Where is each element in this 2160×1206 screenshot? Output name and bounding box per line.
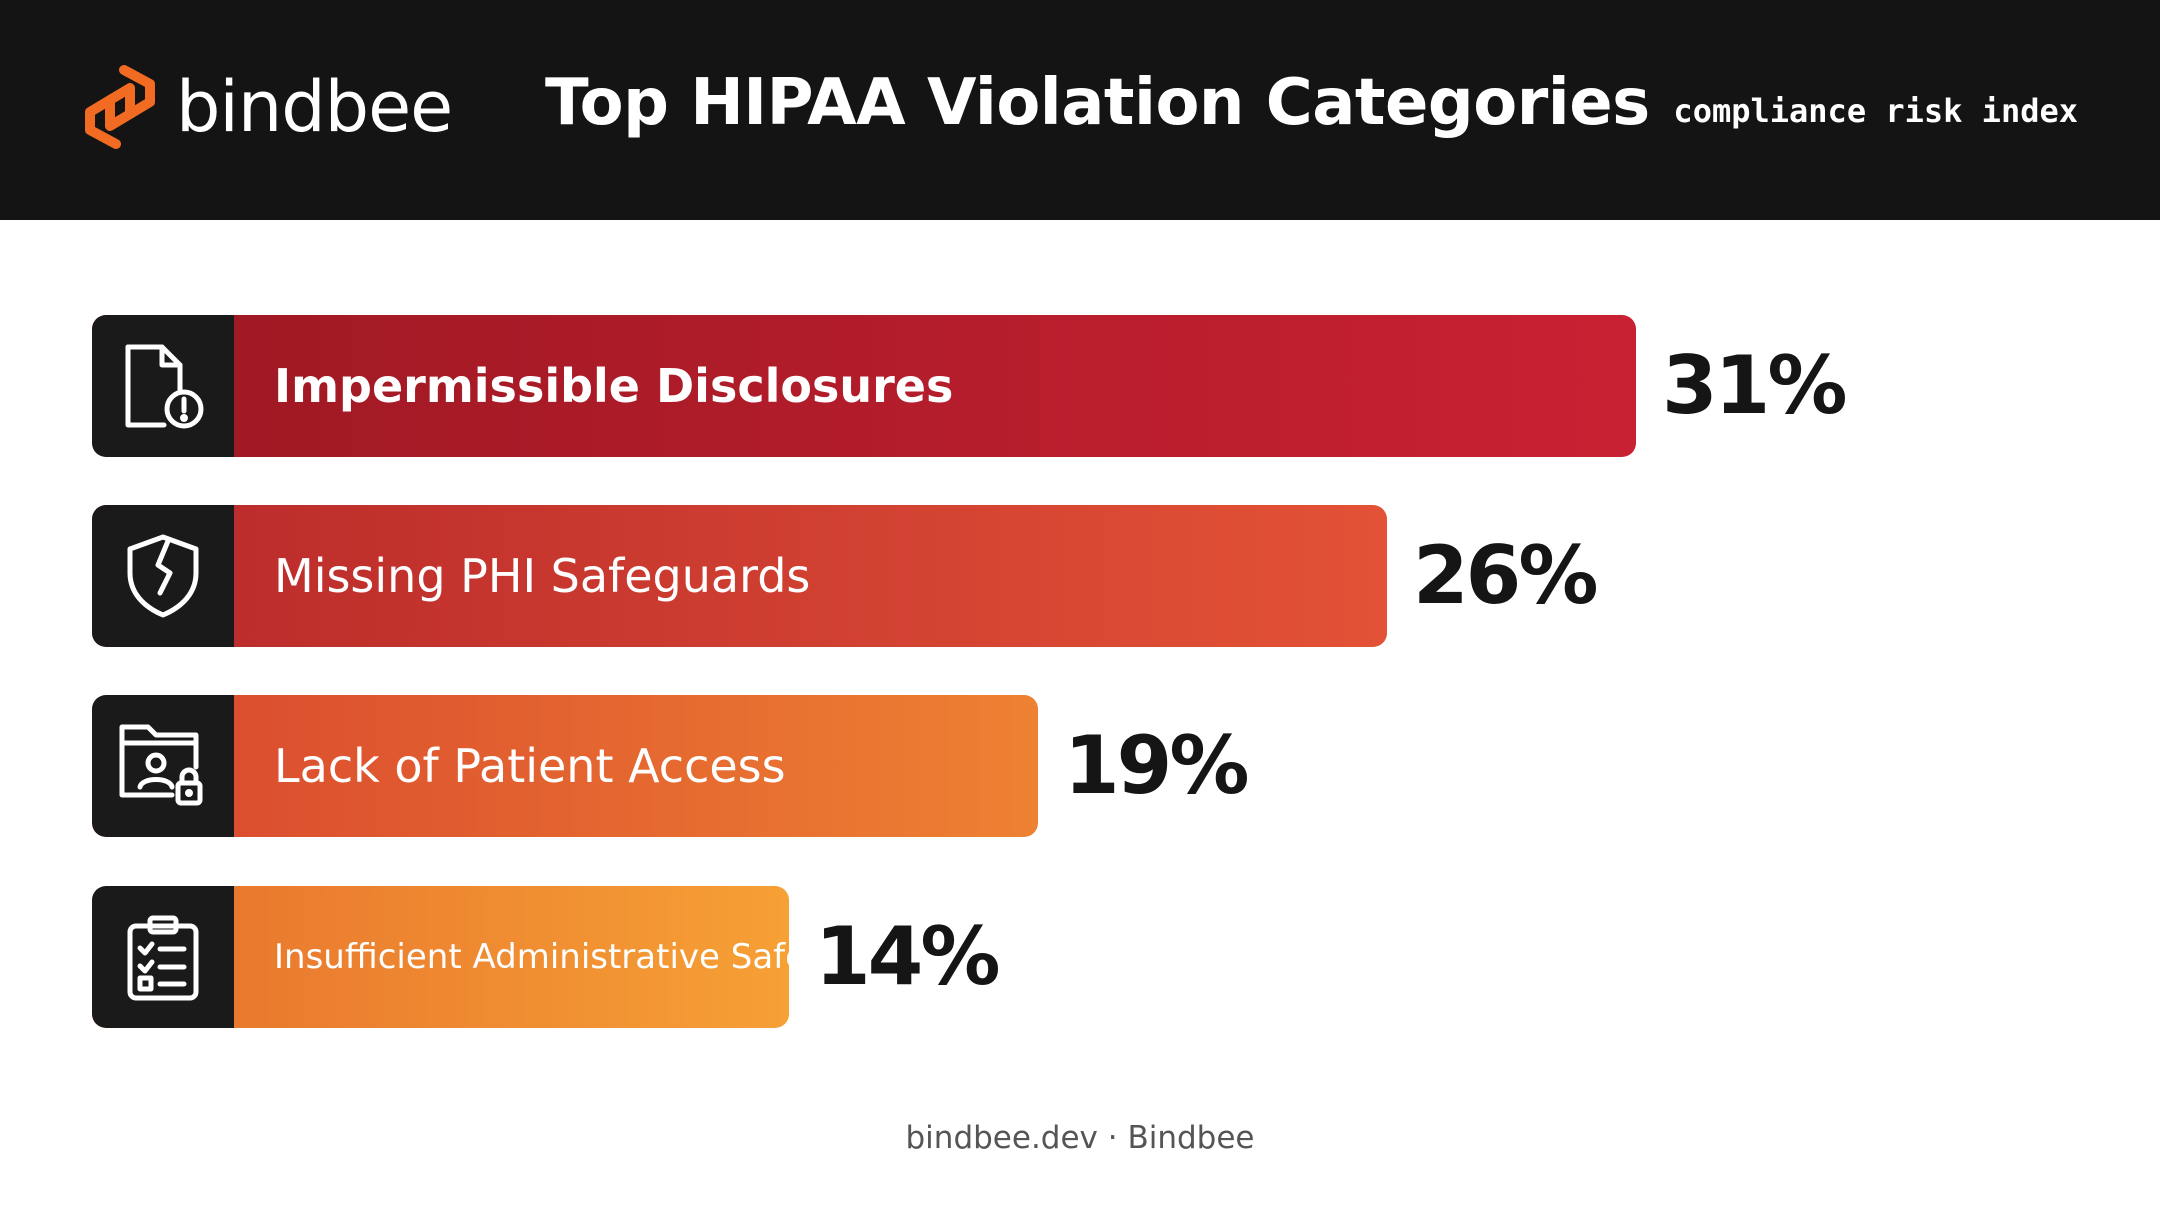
- bar-value-label: 19%: [1064, 719, 1249, 812]
- bar-label: Lack of Patient Access: [274, 739, 786, 793]
- bar-row: Lack of Patient Access 19%: [92, 695, 1278, 837]
- page-title: Top HIPAA Violation Categories: [545, 66, 1650, 140]
- broken-shield-icon: [92, 505, 234, 647]
- footer-credit: bindbee.dev · Bindbee: [905, 1120, 1255, 1156]
- bar: Missing PHI Safeguards: [92, 505, 1387, 647]
- bar-label: Missing PHI Safeguards: [274, 549, 811, 603]
- folder-user-lock-icon: [92, 695, 234, 837]
- bar-value-label: 26%: [1413, 529, 1598, 622]
- tagline: compliance risk index: [1673, 92, 2078, 130]
- bar-value-label: 31%: [1662, 339, 1847, 432]
- bar-row: Impermissible Disclosures 31%: [92, 315, 1876, 457]
- clipboard-checklist-icon: [92, 886, 234, 1028]
- document-alert-icon: [92, 315, 234, 457]
- bar-label: Insufficient Administrative Safeguards: [274, 937, 789, 977]
- bar-chart: Impermissible Disclosures 31% Missing PHI …: [0, 220, 2160, 1120]
- header-bar: bindbee Top HIPAA Violation Categories c…: [0, 0, 2160, 220]
- bar: Insufficient Administrative Safeguards: [92, 886, 789, 1028]
- brand-name: bindbee: [176, 66, 453, 148]
- bar-label: Impermissible Disclosures: [274, 359, 954, 413]
- bar-value-label: 14%: [815, 910, 1000, 1003]
- brand-logo[interactable]: bindbee: [78, 62, 453, 152]
- bindbee-hexagon-icon: [85, 65, 155, 149]
- bar: Impermissible Disclosures: [92, 315, 1636, 457]
- bar: Lack of Patient Access: [92, 695, 1038, 837]
- bar-row: Missing PHI Safeguards 26%: [92, 505, 1627, 647]
- bar-row: Insufficient Administrative Safeguards 14…: [92, 886, 1029, 1028]
